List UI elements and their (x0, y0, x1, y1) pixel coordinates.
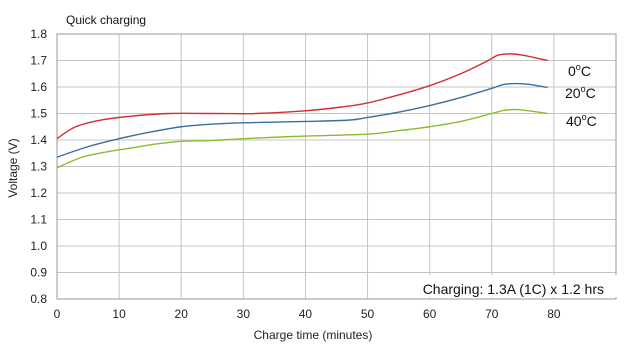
y-tick-label: 1.0 (30, 239, 47, 253)
y-tick-labels: 0.8 0.9 1.0 1.1 1.2 1.3 1.4 1.5 1.6 1.7 1.8 (30, 27, 47, 306)
y-tick-label: 1.3 (30, 160, 47, 174)
series-label-2: 40oC (566, 112, 597, 129)
chart-title: Quick charging (66, 13, 146, 27)
y-tick-label: 1.8 (30, 27, 47, 41)
x-axis-title: Charge time (minutes) (254, 328, 373, 342)
x-tick-label: 60 (423, 307, 437, 321)
y-tick-label: 0.9 (30, 266, 47, 280)
y-tick-label: 1.5 (30, 107, 47, 121)
series-lines (56, 53, 548, 169)
x-tick-label: 80 (547, 307, 561, 321)
series-line-0 (56, 53, 548, 140)
series-line-2 (56, 108, 548, 169)
y-tick-label: 0.8 (30, 292, 47, 306)
y-tick-label: 1.1 (30, 213, 47, 227)
plot-frame (56, 33, 617, 300)
y-tick-label: 1.6 (30, 80, 47, 94)
annotation-text: Charging: 1.3A (1C) x 1.2 hrs (423, 281, 604, 297)
y-axis-title: Voltage (V) (6, 138, 20, 197)
series-labels: 0oC 20oC 40oC (565, 62, 597, 129)
y-tick-label: 1.7 (30, 54, 47, 68)
y-tick-label: 1.2 (30, 186, 47, 200)
grid (56, 33, 616, 300)
series-label-1: 20oC (565, 84, 596, 101)
x-tick-label: 30 (237, 307, 251, 321)
x-tick-label: 20 (175, 307, 189, 321)
series-label-0: 0oC (568, 62, 591, 79)
x-tick-label: 70 (485, 307, 499, 321)
x-tick-label: 0 (54, 307, 61, 321)
series-line-1 (56, 82, 548, 158)
annotation-background (385, 275, 617, 297)
y-tick-label: 1.4 (30, 133, 47, 147)
x-tick-label: 40 (299, 307, 313, 321)
x-tick-labels: 0 10 20 30 40 50 60 70 80 (54, 307, 561, 321)
x-tick-label: 50 (361, 307, 375, 321)
x-tick-label: 10 (112, 307, 126, 321)
